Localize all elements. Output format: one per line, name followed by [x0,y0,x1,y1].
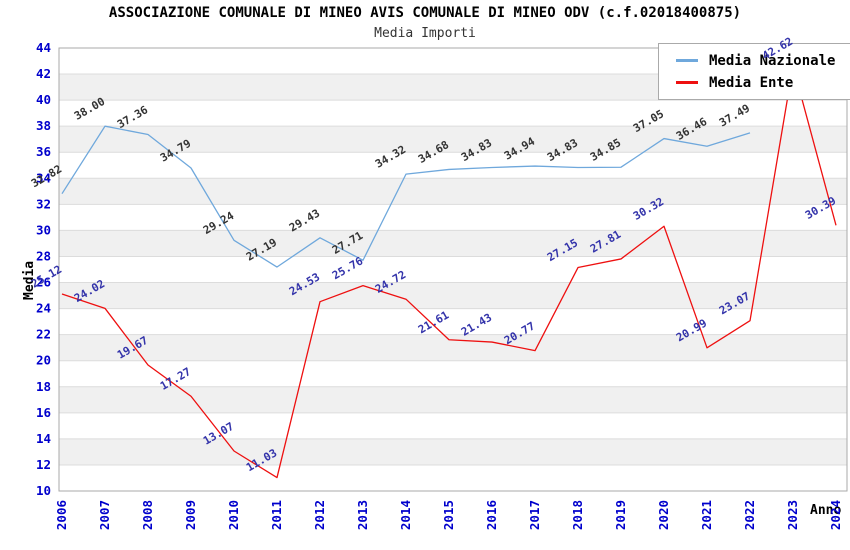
svg-text:2019: 2019 [613,500,628,530]
svg-text:38: 38 [36,118,51,133]
x-axis-title: Anno [810,503,842,518]
legend-label-nazionale: Media Nazionale [709,52,836,69]
svg-text:2020: 2020 [656,500,671,530]
svg-text:44: 44 [36,40,51,55]
legend-swatch-ente-icon [676,81,698,84]
svg-text:18: 18 [36,379,51,394]
svg-text:2022: 2022 [742,500,757,530]
series-media-ente [61,65,837,479]
svg-text:2017: 2017 [527,500,542,530]
svg-text:2006: 2006 [54,500,69,530]
svg-text:2011: 2011 [269,500,284,530]
svg-text:2013: 2013 [355,500,370,530]
svg-text:30: 30 [36,222,51,237]
svg-text:2007: 2007 [97,500,112,530]
svg-text:22: 22 [36,327,51,342]
chart-subtitle: Media Importi [374,26,476,41]
svg-text:34: 34 [36,170,51,185]
legend-item-media-ente: Media Ente [676,75,850,91]
svg-text:32: 32 [36,196,51,211]
svg-text:2009: 2009 [183,500,198,530]
chart-title: ASSOCIAZIONE COMUNALE DI MINEO AVIS COMU… [108,5,742,21]
x-axis-ticks: 2006 2007 2008 2009 2010 2011 2012 2013 2014 2015… [54,500,843,530]
y-axis-ticks: 44 42 40 38 36 34 32 30 28 26 24 22 20 18 16 14 12 10 [36,40,51,498]
svg-text:2015: 2015 [441,500,456,530]
svg-text:2021: 2021 [699,500,714,530]
series-media-nazionale [61,125,751,268]
svg-text:2024: 2024 [828,500,843,530]
svg-text:2023: 2023 [785,500,800,530]
legend: Media Nazionale Media Ente [658,43,850,100]
legend-swatch-nazionale-icon [676,59,698,62]
plot-border [58,47,848,492]
svg-text:2008: 2008 [140,500,155,530]
legend-item-media-nazionale: Media Nazionale [676,53,850,69]
svg-text:36: 36 [36,144,51,159]
svg-text:28: 28 [36,248,51,263]
svg-text:20: 20 [36,353,51,368]
svg-text:26: 26 [36,275,51,290]
svg-text:10: 10 [36,483,51,498]
svg-text:42: 42 [36,66,51,81]
svg-text:2012: 2012 [312,500,327,530]
svg-text:24: 24 [36,301,51,316]
svg-text:2014: 2014 [398,500,413,530]
svg-text:40: 40 [36,92,51,107]
svg-text:12: 12 [36,457,51,472]
svg-text:2018: 2018 [570,500,585,530]
svg-text:2016: 2016 [484,500,499,530]
svg-text:16: 16 [36,405,51,420]
svg-text:2010: 2010 [226,500,241,530]
background-bands [59,48,847,491]
svg-text:14: 14 [36,431,51,446]
legend-label-ente: Media Ente [709,74,794,91]
